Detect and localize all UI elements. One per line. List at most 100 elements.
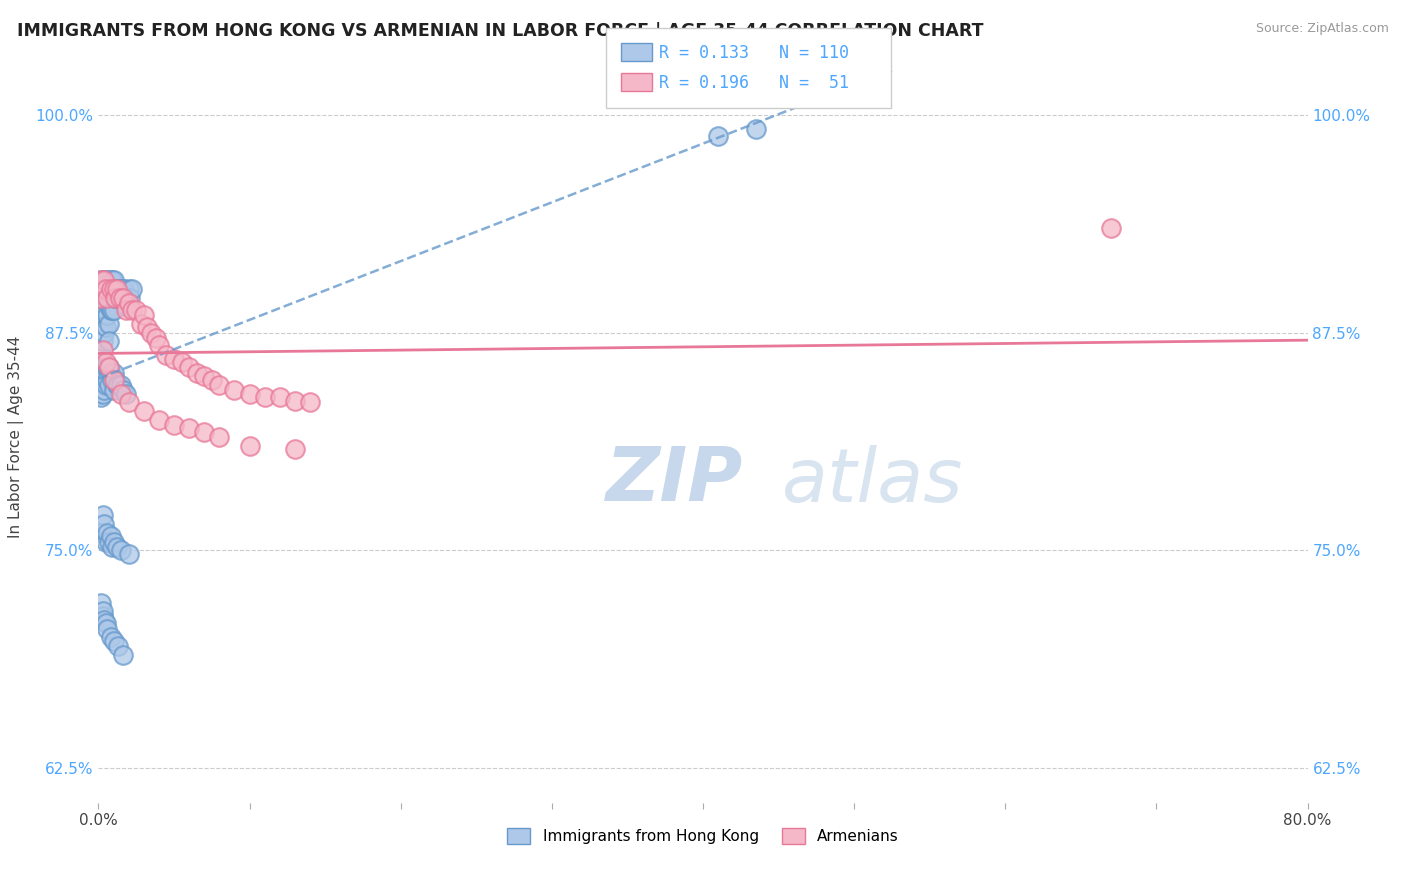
Point xyxy=(114,300,136,314)
Point xyxy=(98,282,121,296)
Point xyxy=(90,273,112,287)
Point xyxy=(103,534,125,549)
Point xyxy=(94,302,117,317)
Point xyxy=(98,300,121,314)
Point xyxy=(110,386,132,401)
Point xyxy=(91,604,114,618)
Point xyxy=(299,395,322,409)
Point xyxy=(91,273,114,287)
Point xyxy=(96,291,118,305)
Point xyxy=(239,386,262,401)
Point xyxy=(91,343,114,357)
Point xyxy=(93,308,115,322)
Y-axis label: In Labor Force | Age 35-44: In Labor Force | Age 35-44 xyxy=(8,336,24,538)
Point xyxy=(163,351,186,366)
Point xyxy=(94,534,117,549)
Point xyxy=(284,442,307,457)
Point xyxy=(91,302,114,317)
Point xyxy=(193,369,215,384)
Point xyxy=(253,390,276,404)
Point xyxy=(94,282,117,296)
Point xyxy=(98,377,121,392)
Point xyxy=(90,273,112,287)
Point xyxy=(121,302,143,317)
Point xyxy=(94,355,117,369)
Point xyxy=(103,282,125,296)
Point xyxy=(111,291,134,305)
Point xyxy=(91,355,114,369)
Point xyxy=(269,390,291,404)
Point xyxy=(108,282,131,296)
Point xyxy=(100,291,122,305)
Point xyxy=(94,291,117,305)
Point xyxy=(100,282,122,296)
Point xyxy=(104,282,127,296)
Point xyxy=(111,383,134,397)
Point xyxy=(96,622,118,636)
Point xyxy=(132,308,155,322)
Point xyxy=(107,639,129,653)
Point xyxy=(96,525,118,540)
Point xyxy=(91,386,114,401)
Point xyxy=(103,366,125,380)
Point xyxy=(104,291,127,305)
Point xyxy=(114,291,136,305)
Point xyxy=(745,121,768,136)
Point xyxy=(145,331,167,345)
Point xyxy=(93,366,115,380)
Point xyxy=(90,282,112,296)
Point xyxy=(108,291,131,305)
Point xyxy=(90,595,112,609)
Point xyxy=(707,128,730,143)
Point xyxy=(148,338,170,352)
Point xyxy=(93,613,115,627)
Point xyxy=(90,373,112,387)
Point xyxy=(163,417,186,432)
Point xyxy=(103,302,125,317)
Point xyxy=(93,326,115,340)
Point xyxy=(105,377,128,392)
Point xyxy=(105,540,128,554)
Point xyxy=(96,273,118,287)
Point xyxy=(90,291,112,305)
Point xyxy=(186,366,208,380)
Point xyxy=(89,291,111,305)
Point xyxy=(107,291,129,305)
Text: R = 0.196   N =  51: R = 0.196 N = 51 xyxy=(659,74,849,92)
Point xyxy=(100,302,122,317)
Text: atlas: atlas xyxy=(782,445,963,517)
Point xyxy=(108,291,131,305)
Point xyxy=(91,282,114,296)
Point xyxy=(100,366,122,380)
Point xyxy=(125,302,148,317)
Text: IMMIGRANTS FROM HONG KONG VS ARMENIAN IN LABOR FORCE | AGE 35-44 CORRELATION CHA: IMMIGRANTS FROM HONG KONG VS ARMENIAN IN… xyxy=(17,22,983,40)
Point xyxy=(118,282,141,296)
Point xyxy=(94,616,117,631)
Point xyxy=(284,393,307,408)
Point xyxy=(96,282,118,296)
Point xyxy=(89,386,111,401)
Point xyxy=(94,360,117,375)
Point xyxy=(100,273,122,287)
Point xyxy=(91,508,114,523)
Point xyxy=(96,373,118,387)
Point xyxy=(135,320,157,334)
Point xyxy=(96,291,118,305)
Point xyxy=(96,308,118,322)
Point xyxy=(111,282,134,296)
Point xyxy=(94,377,117,392)
Point xyxy=(179,360,201,375)
Point xyxy=(208,377,231,392)
Point xyxy=(224,383,246,397)
Point xyxy=(100,529,122,543)
Point xyxy=(101,291,124,305)
Point xyxy=(105,282,128,296)
Point xyxy=(98,360,121,375)
Point xyxy=(179,421,201,435)
Point xyxy=(105,282,128,296)
Text: Source: ZipAtlas.com: Source: ZipAtlas.com xyxy=(1256,22,1389,36)
Point xyxy=(101,540,124,554)
Point xyxy=(103,633,125,648)
Point xyxy=(107,282,129,296)
Point xyxy=(91,334,114,349)
